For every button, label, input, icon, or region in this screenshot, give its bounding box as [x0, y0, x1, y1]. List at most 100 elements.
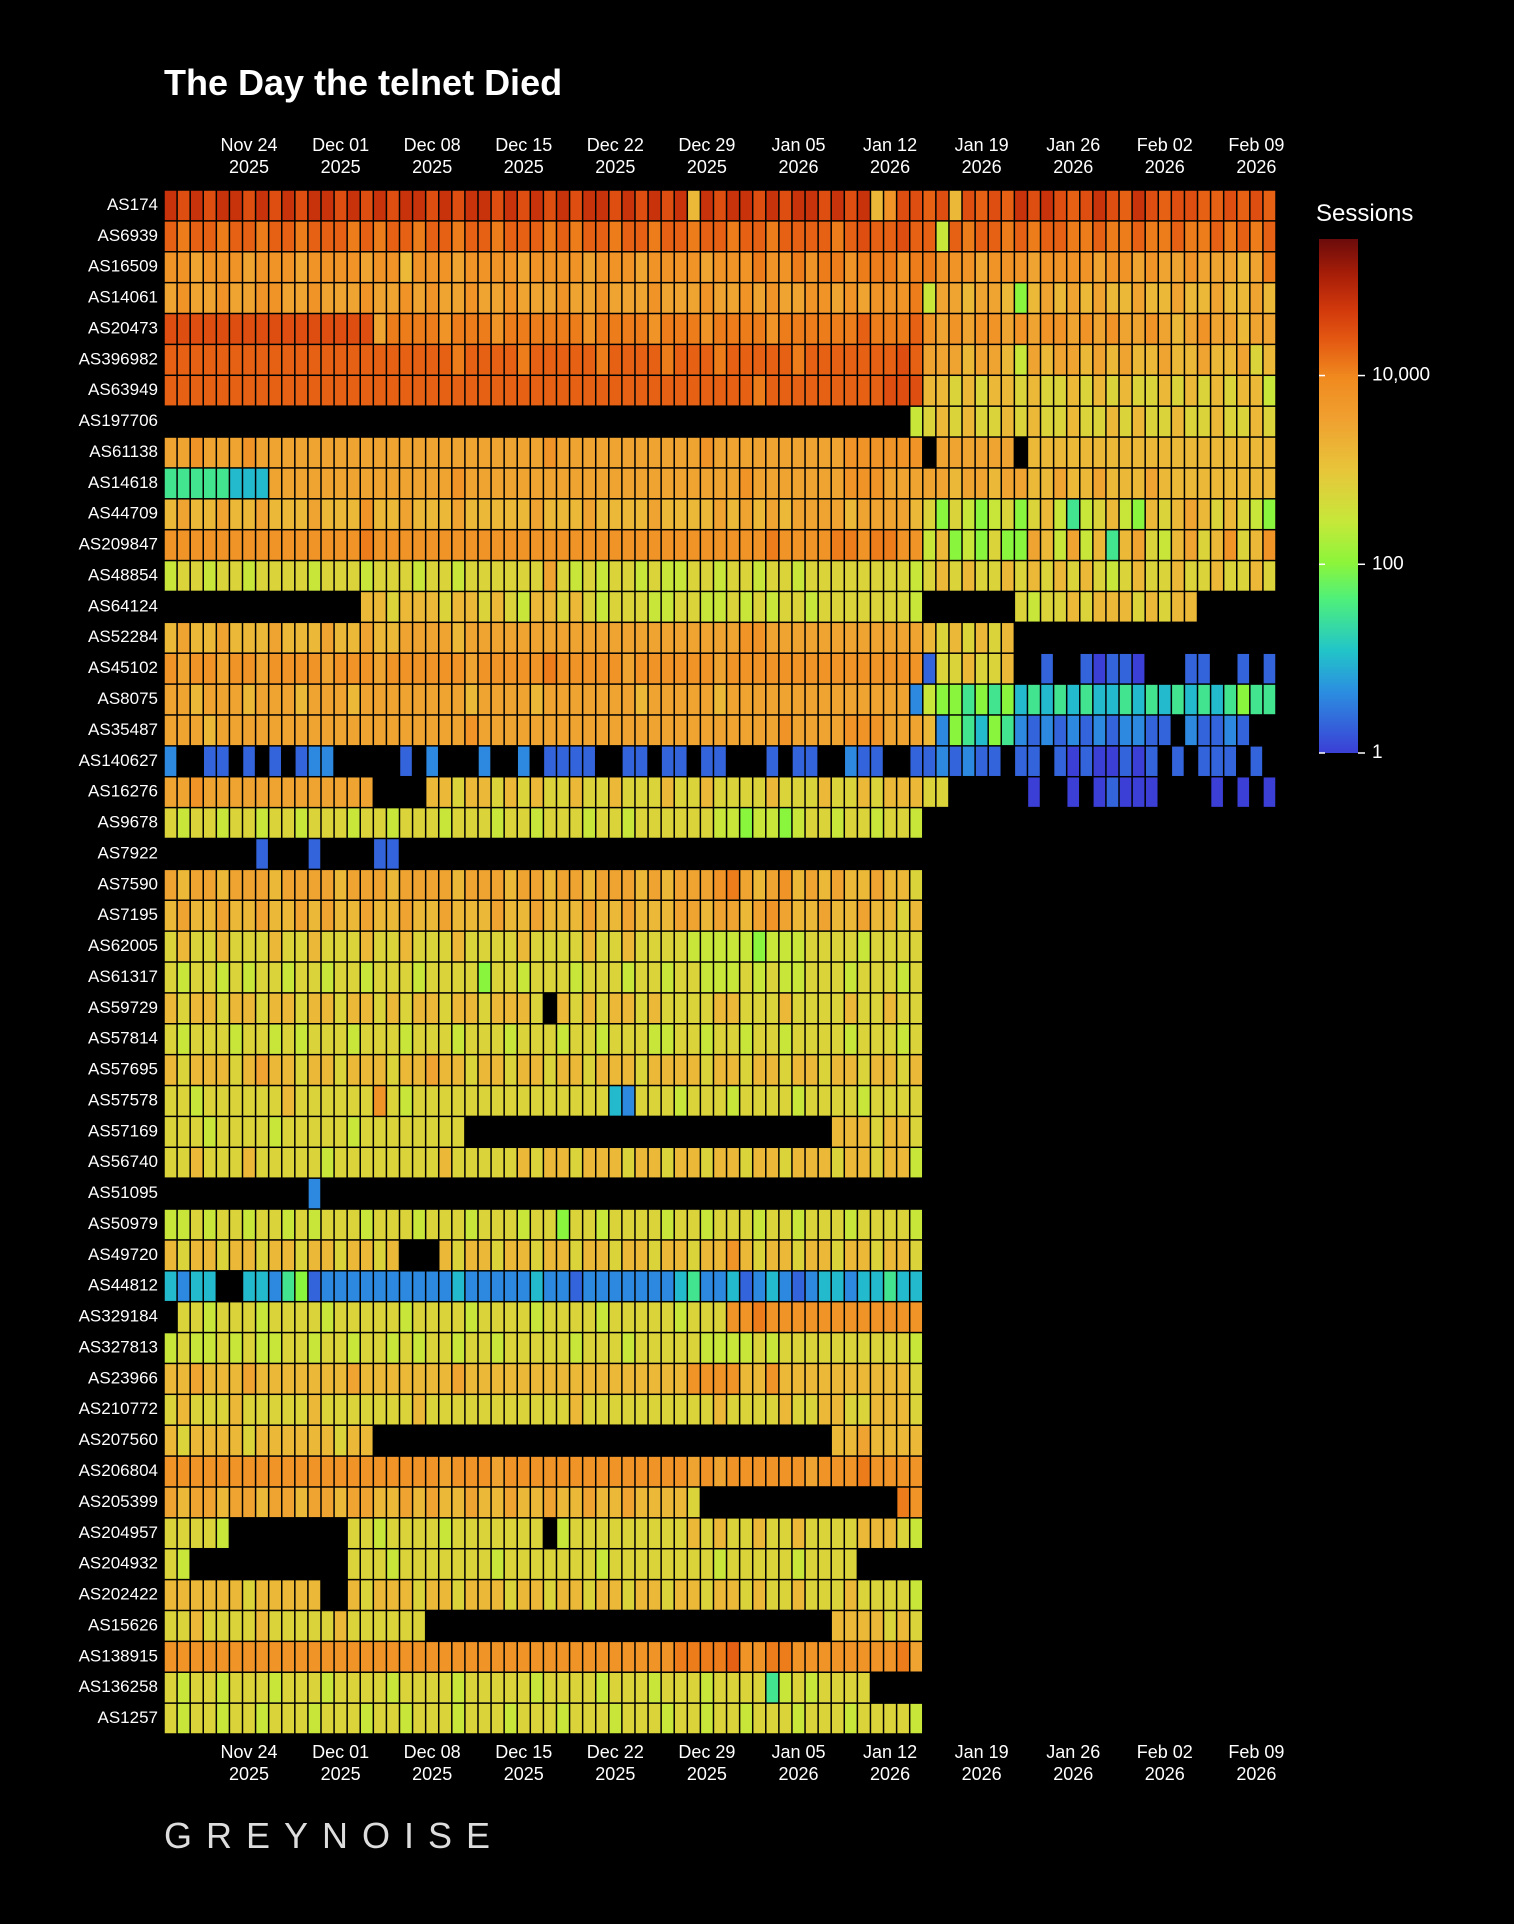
heatmap-cell: [779, 1240, 792, 1271]
heatmap-cell: [727, 252, 739, 282]
heatmap-cell: [570, 283, 582, 313]
heatmap-cell: [1185, 283, 1197, 313]
y-tick-label: AS61317: [88, 967, 158, 986]
heatmap-cell: [570, 252, 582, 282]
heatmap-cell: [374, 808, 386, 838]
heatmap-cell: [714, 1055, 726, 1085]
heatmap-cell: [674, 530, 687, 560]
heatmap-cell: [256, 1209, 268, 1240]
heatmap-cell: [491, 221, 504, 252]
heatmap-cell: [1002, 684, 1014, 715]
heatmap-cell: [190, 1642, 203, 1672]
heatmap-cell: [243, 623, 255, 653]
heatmap-cell: [426, 468, 438, 499]
heatmap-cell: [544, 283, 556, 313]
heatmap-cell: [374, 1364, 386, 1394]
heatmap-cell: [269, 653, 281, 684]
heatmap-cell: [478, 1703, 491, 1734]
heatmap-cell: [949, 437, 962, 468]
heatmap-cell: [203, 746, 216, 776]
heatmap-cell: [439, 561, 452, 591]
heatmap-cell: [164, 870, 177, 900]
heatmap-cell: [727, 1302, 739, 1332]
heatmap-cell: [1080, 221, 1093, 252]
heatmap-cell: [622, 345, 635, 375]
heatmap-cell: [544, 1209, 556, 1240]
heatmap-cell: [177, 777, 190, 807]
heatmap-cell: [1028, 376, 1040, 406]
heatmap-cell: [609, 1703, 622, 1734]
heatmap-cell: [805, 468, 818, 499]
heatmap-cell: [766, 252, 779, 282]
heatmap-cell: [203, 1240, 216, 1271]
heatmap-cell: [400, 530, 412, 560]
heatmap-cell: [1093, 376, 1106, 406]
heatmap-cell: [282, 900, 295, 931]
heatmap-cell: [714, 252, 726, 282]
heatmap-cell: [517, 1024, 530, 1054]
heatmap-cell: [413, 314, 425, 344]
heatmap-cell: [243, 1240, 255, 1271]
heatmap-cell: [583, 1024, 595, 1054]
heatmap-cell: [517, 746, 530, 776]
heatmap-cell: [688, 1302, 700, 1332]
heatmap-cell: [570, 1302, 582, 1332]
heatmap-cell: [308, 561, 321, 591]
heatmap-cell: [635, 653, 648, 684]
heatmap-cell: [727, 1642, 739, 1672]
heatmap-cell: [988, 468, 1001, 499]
heatmap-cell: [531, 499, 543, 529]
heatmap-cell: [347, 221, 360, 252]
heatmap-cell: [295, 777, 308, 807]
heatmap-cell: [465, 1549, 478, 1579]
heatmap-cell: [1067, 592, 1080, 622]
heatmap-cell: [962, 468, 975, 499]
heatmap-cell: [295, 1672, 308, 1703]
heatmap-cell: [674, 993, 687, 1024]
heatmap-cell: [727, 870, 739, 900]
heatmap-cell: [661, 190, 674, 221]
heatmap-cell: [203, 530, 216, 560]
heatmap-cell: [674, 499, 687, 529]
heatmap-cell: [282, 962, 295, 993]
heatmap-cell: [308, 962, 321, 993]
heatmap-cell: [308, 1055, 321, 1085]
heatmap-cell: [740, 1333, 752, 1363]
heatmap-cell: [740, 1580, 752, 1610]
heatmap-cell: [374, 530, 386, 560]
heatmap-cell: [779, 715, 792, 746]
heatmap-cell: [871, 1333, 883, 1363]
heatmap-cell: [465, 252, 478, 282]
heatmap-cell: [648, 777, 661, 807]
heatmap-cell: [1172, 406, 1184, 437]
heatmap-cell: [740, 623, 752, 653]
heatmap-cell: [897, 468, 909, 499]
heatmap-cell: [714, 437, 726, 468]
heatmap-cell: [871, 345, 883, 375]
heatmap-cell: [570, 1487, 582, 1518]
heatmap-cell: [360, 314, 373, 344]
heatmap-cell: [1080, 252, 1093, 282]
heatmap-cell: [243, 376, 255, 406]
heatmap-cell: [491, 376, 504, 406]
heatmap-cell: [360, 1580, 373, 1610]
heatmap-cell: [609, 1086, 622, 1116]
heatmap-cell: [177, 1209, 190, 1240]
heatmap-cell: [400, 1117, 412, 1147]
heatmap-cell: [845, 1549, 857, 1579]
heatmap-cell: [1054, 345, 1066, 375]
heatmap-cell: [282, 499, 295, 529]
heatmap-cell: [269, 437, 281, 468]
heatmap-cell: [282, 1333, 295, 1363]
heatmap-cell: [347, 190, 360, 221]
heatmap-cell: [688, 376, 700, 406]
heatmap-cell: [622, 252, 635, 282]
heatmap-cell: [1028, 530, 1040, 560]
heatmap-cell: [517, 1148, 530, 1178]
heatmap-cell: [858, 777, 870, 807]
heatmap-cell: [635, 283, 648, 313]
heatmap-cell: [374, 1240, 386, 1271]
heatmap-cell: [648, 1518, 661, 1548]
heatmap-cell: [688, 499, 700, 529]
heatmap-cell: [753, 1086, 766, 1116]
